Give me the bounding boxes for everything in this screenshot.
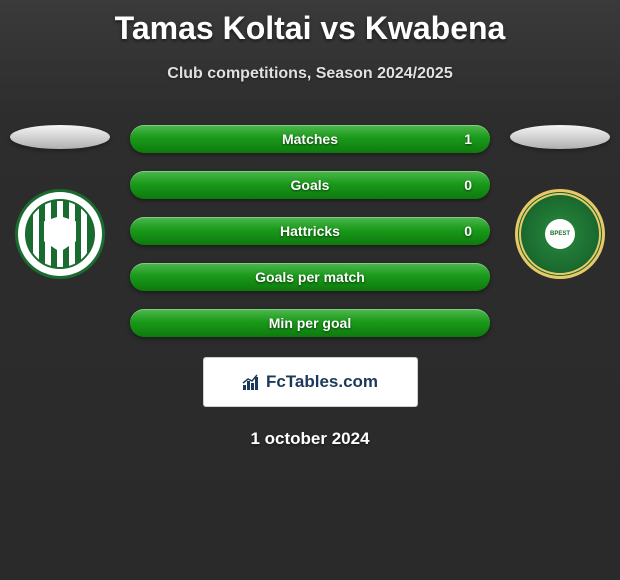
player-left-placeholder [10, 125, 110, 149]
date-text: 1 october 2024 [0, 429, 620, 449]
stat-value: 0 [464, 177, 472, 193]
stat-label: Min per goal [269, 315, 351, 331]
stat-row-matches: Matches 1 [130, 125, 490, 153]
fctables-logo[interactable]: FcTables.com [203, 357, 418, 407]
stat-label: Hattricks [280, 223, 340, 239]
stat-row-hattricks: Hattricks 0 [130, 217, 490, 245]
club-badge-left-inner [25, 199, 95, 269]
stats-column: Matches 1 Goals 0 Hattricks 0 Goals per … [110, 125, 510, 337]
stat-row-min-per-goal: Min per goal [130, 309, 490, 337]
stat-value: 0 [464, 223, 472, 239]
shield-icon [44, 216, 76, 252]
comparison-panel: Matches 1 Goals 0 Hattricks 0 Goals per … [0, 125, 620, 337]
club-badge-left [15, 189, 105, 279]
club-badge-right-center: BPEST [545, 219, 575, 249]
right-side: BPEST [510, 125, 610, 279]
stat-label: Matches [282, 131, 338, 147]
stat-value: 1 [464, 131, 472, 147]
left-side [10, 125, 110, 279]
stat-row-goals-per-match: Goals per match [130, 263, 490, 291]
bar-chart-icon [242, 373, 262, 391]
stat-label: Goals [291, 177, 330, 193]
stat-row-goals: Goals 0 [130, 171, 490, 199]
club-badge-right: BPEST [515, 189, 605, 279]
player-right-placeholder [510, 125, 610, 149]
subtitle: Club competitions, Season 2024/2025 [0, 65, 620, 83]
logo-text: FcTables.com [266, 372, 378, 392]
page-title: Tamas Koltai vs Kwabena [0, 0, 620, 47]
stat-label: Goals per match [255, 269, 365, 285]
